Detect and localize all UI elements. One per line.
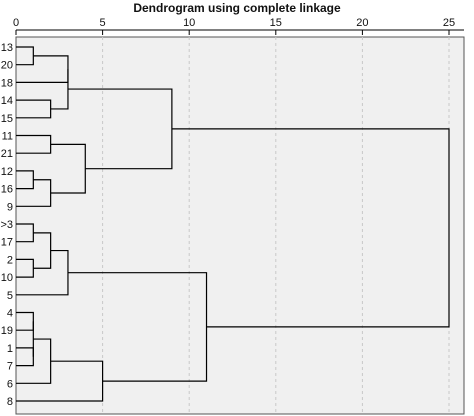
dendrogram-link: [171, 128, 450, 328]
leaf-label: 12: [1, 166, 13, 178]
leaf-label: 19: [1, 325, 13, 337]
leaf-label: 20: [1, 60, 13, 72]
leaf-label: 21: [1, 148, 13, 160]
leaf-label: 11: [2, 131, 13, 143]
leaf-label: 18: [1, 77, 13, 89]
chart-title: Dendrogram using complete linkage: [133, 1, 341, 15]
leaf-label: 14: [1, 95, 13, 107]
leaf-label: 2: [7, 254, 13, 266]
x-tick-label: 0: [13, 17, 19, 29]
leaf-label: 4: [7, 308, 13, 320]
leaf-label: 13: [1, 42, 13, 54]
x-tick-label: 25: [443, 17, 455, 29]
leaf-label: 1: [7, 343, 13, 355]
dendrogram-links: [16, 46, 450, 402]
leaf-label: 16: [1, 184, 13, 196]
x-tick-label: 10: [183, 17, 195, 29]
leaf-label: 5: [7, 290, 13, 302]
leaf-label: 8: [7, 396, 13, 408]
leaf-label: 15: [1, 113, 13, 125]
plot-area: [15, 36, 465, 415]
leaf-label: >3: [0, 219, 13, 231]
leaf-label: 10: [1, 272, 13, 284]
leaf-label: 17: [1, 237, 13, 249]
x-tick-label: 15: [270, 17, 282, 29]
x-tick-label: 20: [356, 17, 368, 29]
leaf-label: 7: [7, 361, 13, 373]
leaf-label: 6: [7, 378, 13, 390]
dendrogram-link: [50, 69, 69, 110]
x-axis: 0 5 10 15 20 25: [13, 17, 464, 35]
x-tick-label: 5: [100, 17, 106, 29]
leaf-label: 9: [7, 201, 13, 213]
